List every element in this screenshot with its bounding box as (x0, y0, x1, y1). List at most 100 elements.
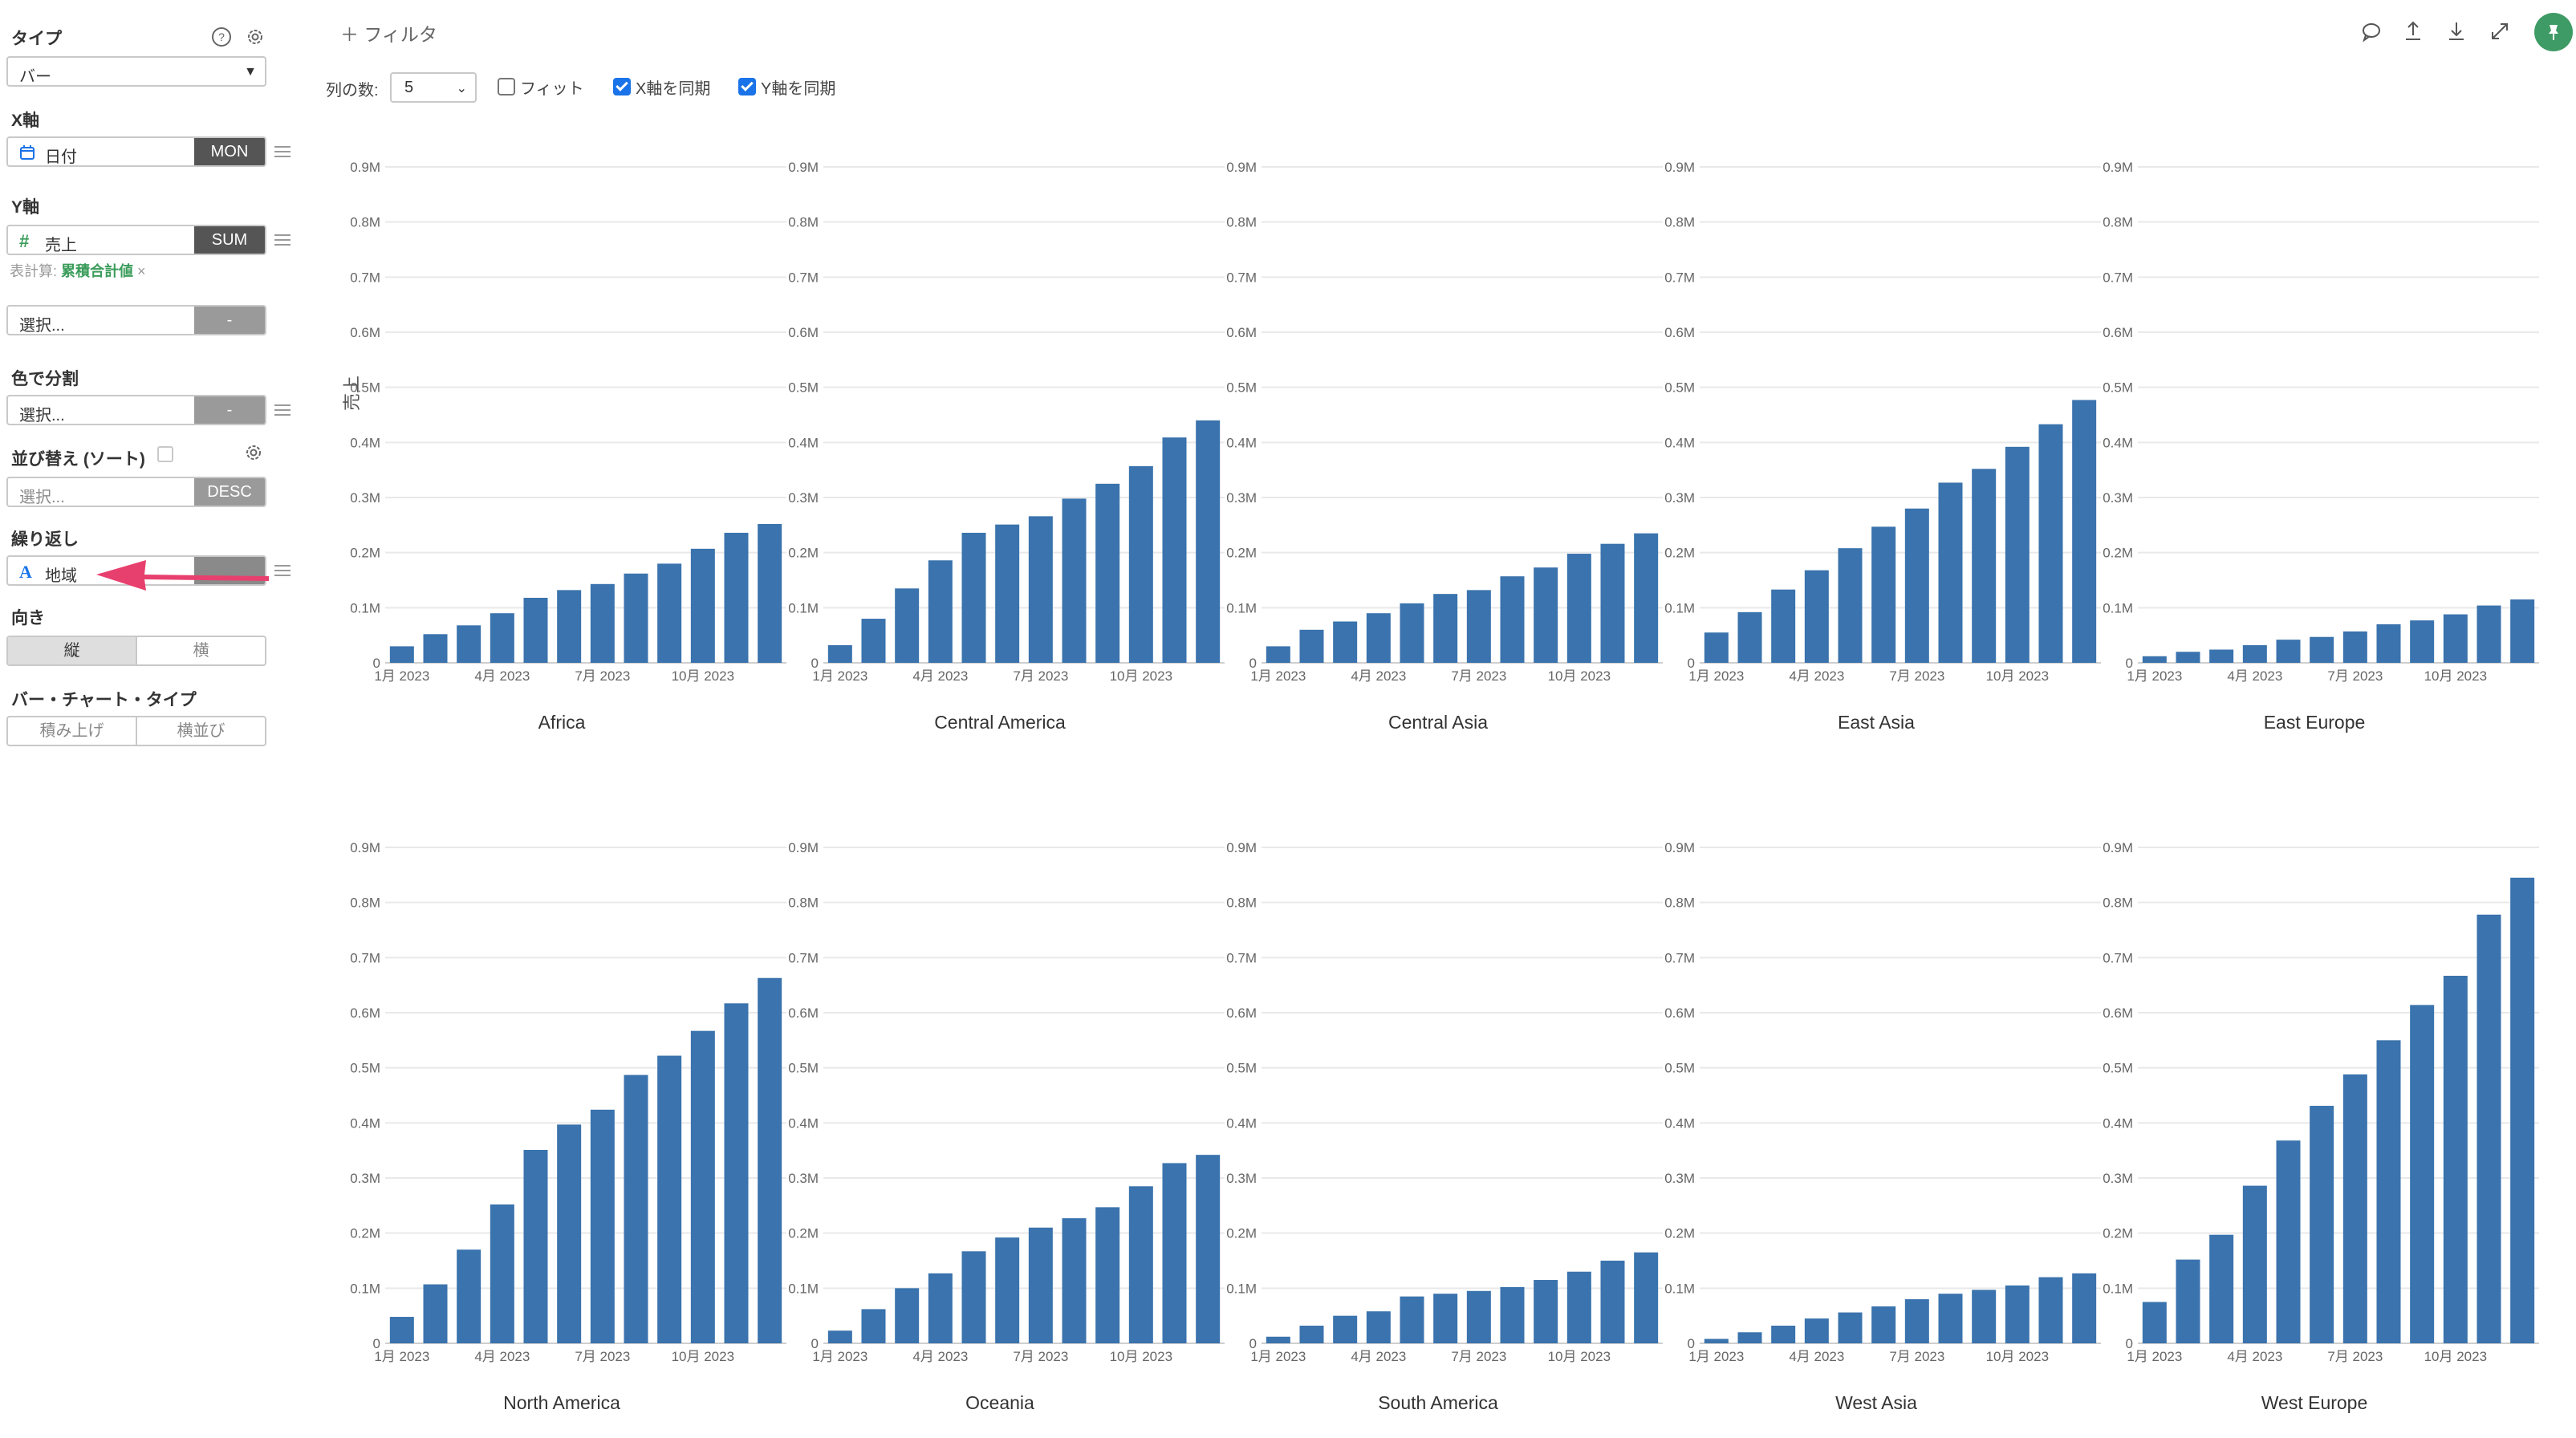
bar (1400, 603, 1424, 663)
y-tick-label: 0.1M (788, 600, 819, 615)
repeat-field-label: 地域 (45, 567, 77, 585)
bar (389, 1317, 414, 1343)
color-aggregation[interactable]: - (194, 396, 265, 424)
bar (1871, 526, 1896, 663)
bar (1904, 508, 1929, 663)
bar (2310, 636, 2334, 663)
repeat-section-title: 繰り返し (11, 530, 79, 549)
y-tick-label: 0.6M (1664, 325, 1695, 340)
annotation-arrow-icon (96, 560, 269, 591)
x-tick-label: 1月 2023 (2127, 1349, 2182, 1364)
bar (1534, 1280, 1558, 1343)
bar (2342, 631, 2367, 663)
comment-icon[interactable] (2359, 19, 2383, 43)
plus-icon: ＋ (340, 24, 364, 45)
bar (1771, 589, 1796, 663)
bar (2342, 1074, 2367, 1343)
y-tick-label: 0.8M (1664, 215, 1695, 230)
y-tick-label: 0 (811, 656, 819, 671)
y-tick-label: 0 (373, 656, 380, 671)
y-tick-label: 0 (1249, 1336, 1257, 1351)
y-axis-field[interactable]: # 売上 SUM (6, 225, 266, 255)
color-menu-icon[interactable] (274, 404, 291, 416)
color-select[interactable]: 選択... - (6, 395, 266, 425)
column-count-select[interactable]: 5 ⌄ (390, 72, 477, 103)
bar (1196, 1155, 1221, 1343)
bar (2276, 1140, 2301, 1343)
y-tick-label: 0.3M (788, 490, 819, 506)
y-tick-label: 0.9M (2103, 160, 2133, 175)
expand-icon[interactable] (2488, 19, 2512, 43)
bar (1972, 469, 1997, 663)
orientation-horizontal-option[interactable]: 横 (136, 637, 265, 664)
bar (1433, 594, 1458, 663)
y-tick-label: 0.4M (1226, 435, 1257, 450)
orientation-toggle[interactable]: 縦 横 (6, 636, 266, 666)
chart-type-select[interactable]: バー ▼ (6, 56, 266, 87)
settings-sidebar: タイプ ? バー ▼ X軸 日付 MON Y軸 # 売上 SUM 表計算: 累積… (0, 0, 291, 1438)
download-icon[interactable] (2444, 19, 2468, 43)
extra-measure-select[interactable]: 選択... - (6, 305, 266, 335)
bar-type-toggle[interactable]: 積み上げ 横並び (6, 716, 266, 746)
pin-button[interactable] (2534, 13, 2573, 51)
x-axis-menu-icon[interactable] (274, 146, 291, 157)
x-tick-label: 10月 2023 (1548, 668, 1611, 684)
sync-y-checkbox[interactable]: Y軸を同期 (738, 75, 835, 98)
y-tick-label: 0.3M (2103, 1171, 2133, 1186)
sort-gear-icon[interactable] (242, 441, 265, 464)
x-tick-label: 4月 2023 (912, 668, 968, 684)
y-axis-menu-icon[interactable] (274, 234, 291, 246)
y-tick-label: 0.6M (350, 1005, 380, 1021)
y-tick-label: 0.2M (1664, 1226, 1695, 1241)
bar (624, 573, 648, 663)
y-axis-aggregation[interactable]: SUM (194, 226, 265, 254)
sort-checkbox[interactable] (157, 446, 173, 462)
sync-x-checkbox[interactable]: X軸を同期 (613, 75, 710, 98)
bar-type-stacked-option[interactable]: 積み上げ (39, 722, 104, 740)
x-tick-label: 7月 2023 (1889, 1349, 1944, 1364)
extra-measure-aggregation[interactable]: - (194, 307, 265, 334)
y-tick-label: 0.4M (350, 1115, 380, 1131)
bar-type-dodge-option[interactable]: 横並び (136, 717, 265, 745)
y-tick-label: 0.7M (788, 270, 819, 285)
repeat-menu-icon[interactable] (274, 565, 291, 576)
y-tick-label: 0.3M (1226, 1171, 1257, 1186)
x-axis-aggregation[interactable]: MON (194, 138, 265, 165)
sync-x-checkbox-box[interactable] (613, 78, 631, 95)
y-tick-label: 0.5M (1226, 1061, 1257, 1076)
y-tick-label: 0.1M (350, 600, 380, 615)
y-tick-label: 0.1M (350, 1281, 380, 1296)
fit-checkbox-box[interactable] (498, 78, 515, 95)
bar (690, 1030, 715, 1343)
bar (827, 645, 852, 663)
bar (895, 588, 920, 663)
y-tick-label: 0.7M (2103, 270, 2133, 285)
y-tick-label: 0.2M (2103, 546, 2133, 561)
sort-select[interactable]: 選択... DESC (6, 477, 266, 507)
sort-order-button[interactable]: DESC (194, 478, 265, 506)
bar (2410, 1005, 2435, 1343)
help-icon[interactable]: ? (210, 26, 233, 48)
fit-checkbox[interactable]: フィット (498, 75, 584, 98)
y-tick-label: 0.5M (1664, 380, 1695, 396)
x-axis-field[interactable]: 日付 MON (6, 136, 266, 167)
bar (590, 1109, 615, 1343)
color-select-placeholder: 選択... (19, 407, 65, 424)
bar (2005, 1285, 2030, 1343)
table-calc-remove-icon[interactable]: × (137, 263, 146, 279)
bar (2072, 400, 2097, 663)
y-tick-label: 0.5M (1664, 1061, 1695, 1076)
y-tick-label: 0.4M (1226, 1115, 1257, 1131)
orientation-vertical-option[interactable]: 縦 (8, 637, 136, 664)
x-tick-label: 7月 2023 (2327, 1349, 2383, 1364)
bar (389, 646, 414, 663)
table-calc-value[interactable]: 累積合計値 (61, 263, 134, 279)
column-count-value: 5 (404, 79, 414, 96)
sync-y-checkbox-box[interactable] (738, 78, 756, 95)
text-type-icon: A (19, 562, 32, 582)
add-filter-button[interactable]: ＋ フィルタ (340, 19, 437, 47)
bar (1500, 576, 1525, 663)
gear-icon[interactable] (244, 26, 266, 48)
upload-icon[interactable] (2401, 19, 2425, 43)
